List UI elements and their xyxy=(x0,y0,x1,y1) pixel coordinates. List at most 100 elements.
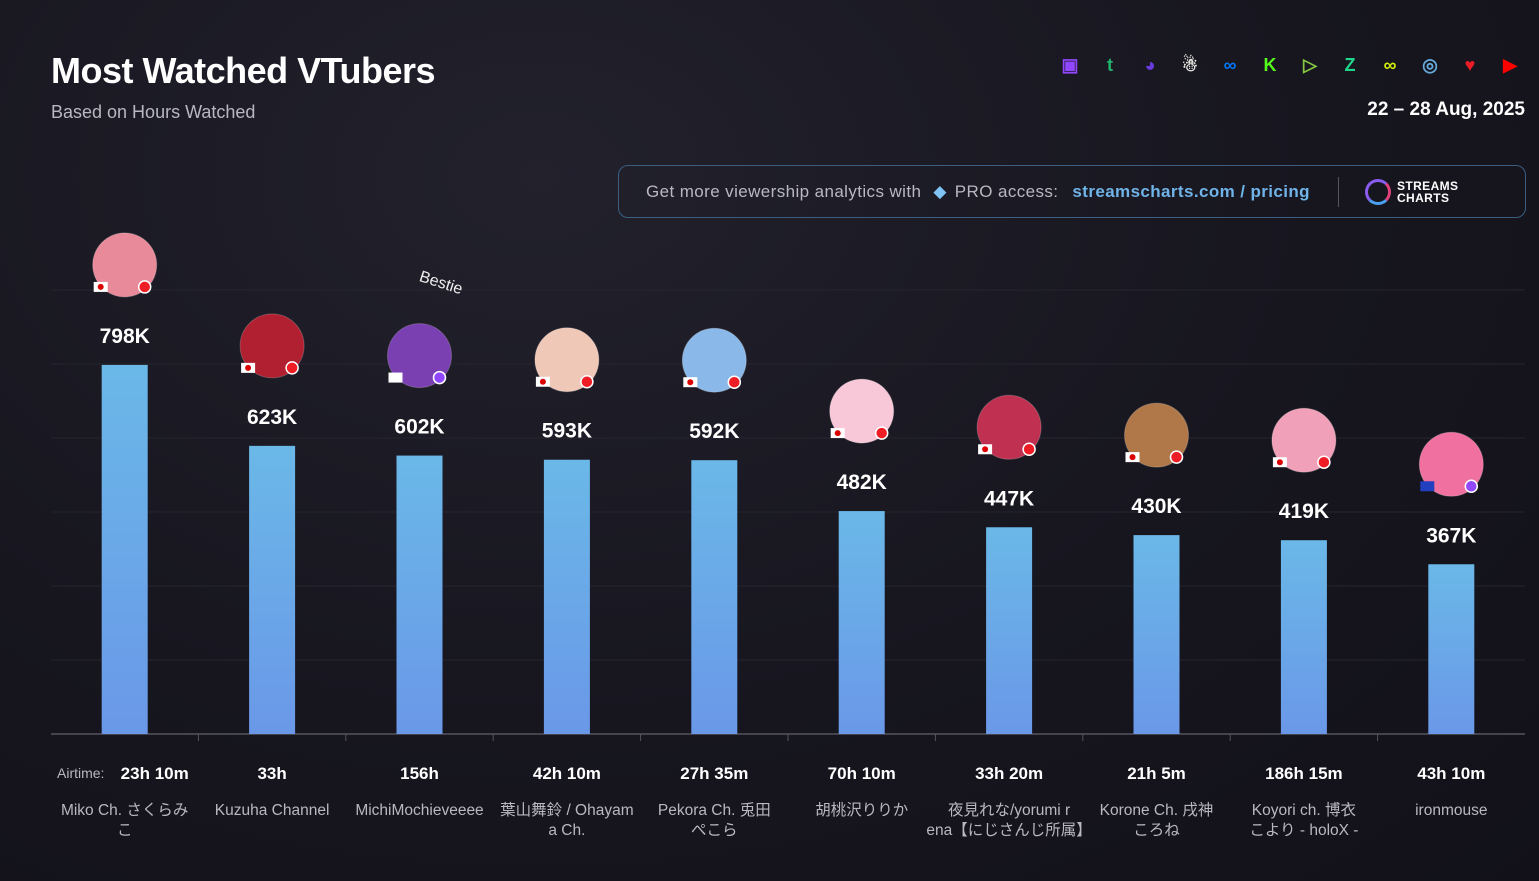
streamer-name: Pekora Ch. 兎田 xyxy=(658,801,771,819)
vk-play-icon[interactable]: ∞ xyxy=(1223,54,1237,75)
streamer-name: MichiMochieveeee xyxy=(355,802,483,819)
annotation-text: Bestie xyxy=(417,268,465,298)
airtime-value: 70h 10m xyxy=(828,764,896,783)
logo-text-2: CHARTS xyxy=(1396,190,1450,205)
value-label: 602K xyxy=(394,416,444,439)
value-label: 798K xyxy=(100,325,150,348)
streamer-name: ironmouse xyxy=(1415,802,1487,819)
platform-icons: ▣ t ◕ ☃ ∞ K ▷ Z ∞ ◎ ♥ ▶ xyxy=(1055,50,1525,80)
bar xyxy=(838,511,885,734)
airtime-value: 33h 20m xyxy=(975,764,1043,783)
platform-badge-icon xyxy=(1022,442,1036,457)
bar xyxy=(396,455,443,734)
streamer-name: Kuzuha Channel xyxy=(215,802,330,819)
kick-icon[interactable]: K xyxy=(1263,54,1277,75)
avatar xyxy=(1124,402,1189,468)
value-label: 593K xyxy=(542,420,592,443)
streamer-name: Miko Ch. さくらみ xyxy=(61,801,188,819)
date-range: 22 – 28 Aug, 2025 xyxy=(1367,99,1525,120)
youtube-icon[interactable]: ▶ xyxy=(1503,54,1517,75)
airtime-value: 186h 15m xyxy=(1265,764,1343,783)
platform-badge-icon xyxy=(137,280,152,294)
avatar xyxy=(976,394,1042,460)
value-label: 430K xyxy=(1131,495,1181,518)
value-label: 367K xyxy=(1426,524,1476,547)
twitch-icon[interactable]: ▣ xyxy=(1061,54,1079,75)
streamer-name: こより - holoX - xyxy=(1249,822,1358,839)
logo-text-1: STREAMS xyxy=(1396,178,1459,193)
value-label: 447K xyxy=(984,487,1034,510)
bar xyxy=(543,459,590,734)
streamer-name: ぺこら xyxy=(691,822,738,839)
flag-dot xyxy=(1129,454,1136,461)
trovo-icon[interactable]: t xyxy=(1107,54,1113,75)
pricing-link[interactable]: streamscharts.com / pricing xyxy=(1072,181,1310,201)
bar xyxy=(1428,564,1475,734)
avatar xyxy=(1418,431,1484,497)
streamer-name: こ xyxy=(117,822,133,839)
airtime-value: 23h 10m xyxy=(121,764,189,783)
page-subtitle: Based on Hours Watched xyxy=(51,102,256,122)
bar xyxy=(101,364,148,734)
avatar xyxy=(387,323,452,389)
platform-badge-icon xyxy=(580,374,594,389)
platform-badge-icon xyxy=(1317,455,1331,469)
platform-badge-icon xyxy=(874,426,889,440)
flag-dot xyxy=(97,283,104,290)
bigo-icon[interactable]: ☃ xyxy=(1181,54,1199,75)
flag-icon xyxy=(1420,481,1435,492)
heart-icon[interactable]: ♥ xyxy=(1464,54,1476,75)
platform-badge-icon xyxy=(727,375,742,389)
promo-pro: PRO access: xyxy=(954,181,1059,201)
flag-dot xyxy=(834,430,841,437)
platform-badge-icon xyxy=(432,370,447,385)
value-label: 482K xyxy=(837,471,887,494)
flag-dot xyxy=(982,446,989,453)
airtime-value: 21h 5m xyxy=(1127,764,1186,783)
streams-charts-logo[interactable]: STREAMS CHARTS xyxy=(1364,178,1459,205)
value-label: 592K xyxy=(689,420,739,443)
streamer-name: 胡桃沢りりか xyxy=(815,801,908,819)
airtime-value: 43h 10m xyxy=(1417,764,1485,783)
zhanqi-icon[interactable]: Z xyxy=(1344,54,1356,75)
rumble-icon[interactable]: ▷ xyxy=(1303,54,1317,75)
dlive-icon[interactable]: ◕ xyxy=(1144,54,1156,75)
airtime-value: 27h 35m xyxy=(680,764,748,783)
bar xyxy=(249,445,296,734)
divider xyxy=(1337,176,1339,207)
avatar xyxy=(1271,407,1337,473)
streamer-name: ころね xyxy=(1133,821,1180,839)
streamer-name: Koyori ch. 博衣 xyxy=(1252,801,1356,819)
flag-dot xyxy=(1276,459,1283,466)
avatar xyxy=(681,327,747,393)
promo-banner[interactable]: Get more viewership analytics with ◆ PRO… xyxy=(618,165,1526,218)
avatar xyxy=(534,327,600,393)
flag-dot xyxy=(245,364,252,371)
value-label: 623K xyxy=(247,406,297,429)
flag-icon xyxy=(388,372,403,383)
value-label: 419K xyxy=(1279,500,1329,523)
diamond-icon: ◆ xyxy=(933,181,947,201)
bar xyxy=(691,460,738,734)
platform-badge-icon xyxy=(285,361,299,375)
flag-dot xyxy=(687,379,694,386)
airtime-value: 156h xyxy=(400,764,439,783)
flag-dot xyxy=(539,378,546,385)
streamer-name: Korone Ch. 戌神 xyxy=(1100,801,1214,819)
logo-icon xyxy=(1364,178,1391,205)
platform-badge-icon xyxy=(1169,450,1184,464)
bar xyxy=(1133,535,1180,734)
avatar xyxy=(92,232,158,298)
page-title: Most Watched VTubers xyxy=(51,50,436,91)
streamer-name: a Ch. xyxy=(548,822,585,839)
bar xyxy=(1280,540,1327,734)
infinite-icon[interactable]: ∞ xyxy=(1383,54,1397,75)
bar xyxy=(986,527,1033,734)
streamer-name: 葉山舞鈴 / Ohayam xyxy=(500,801,634,819)
airtime-label: Airtime: xyxy=(57,765,104,781)
promo-text: Get more viewership analytics with xyxy=(646,181,922,201)
avatar xyxy=(829,378,895,444)
avatar xyxy=(239,313,305,379)
steam-icon[interactable]: ◎ xyxy=(1422,54,1438,75)
